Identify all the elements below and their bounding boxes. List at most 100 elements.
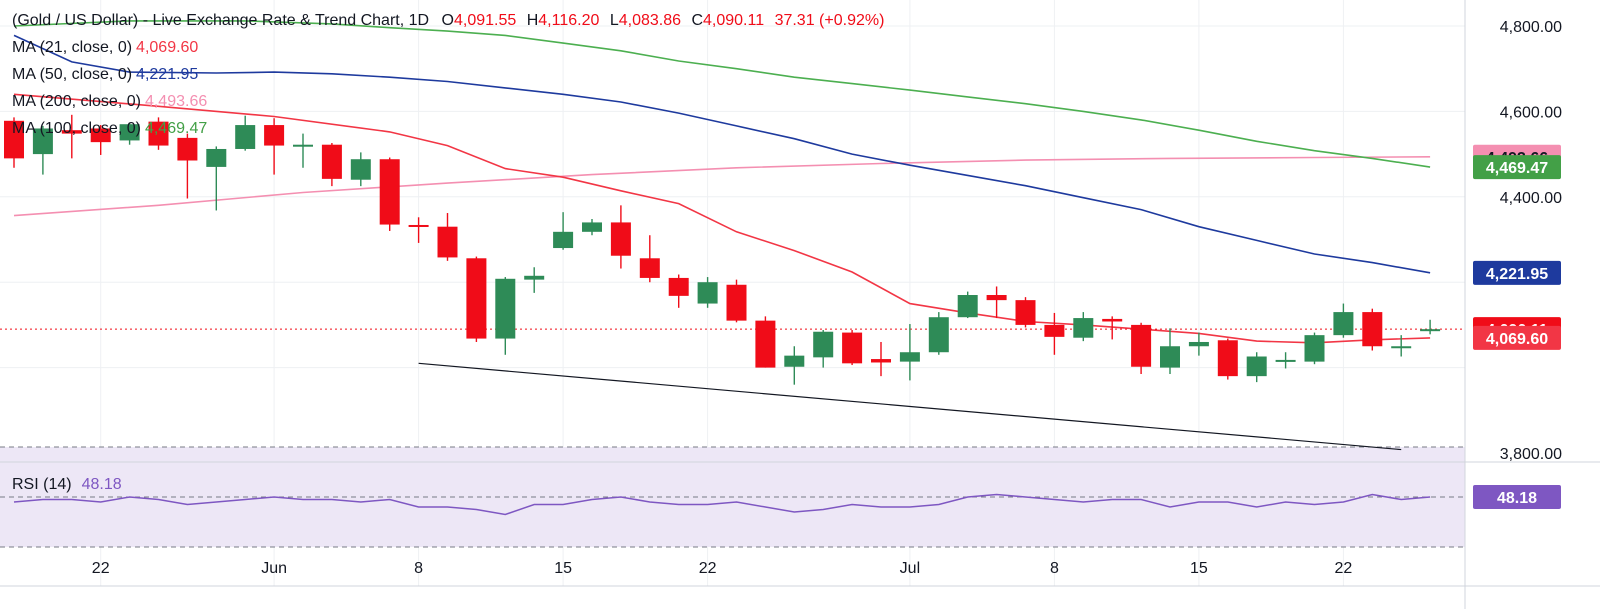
candle-body <box>264 125 285 146</box>
candle-body <box>4 120 24 159</box>
ma100-value: 4,469.47 <box>144 120 208 137</box>
ma21-value: 4,069.60 <box>136 39 199 56</box>
legend-ma200[interactable]: MA (200, close, 0) 4,493.66 <box>12 93 207 111</box>
candle-body <box>90 128 111 143</box>
candle-body <box>235 125 256 149</box>
price-badge-label: 4,069.60 <box>1486 331 1548 348</box>
date-tick-label: Jun <box>261 560 287 577</box>
price-tick-label: 4,600.00 <box>1500 104 1562 121</box>
price-tick-label: 3,800.00 <box>1500 446 1562 463</box>
candle-body <box>1304 335 1325 362</box>
candle-body <box>379 159 400 225</box>
close-value: 4,090.11 <box>703 12 765 29</box>
candle-body <box>1160 346 1180 368</box>
candle-body <box>321 144 342 179</box>
candle-body <box>61 130 82 134</box>
date-tick-label: 15 <box>554 560 572 577</box>
rsi-line <box>13 493 1431 516</box>
legend-ma50[interactable]: MA (50, close, 0) 4,221.95 <box>12 66 198 84</box>
candle-body <box>1362 312 1383 347</box>
date-tick-label: 8 <box>1050 560 1059 577</box>
candle-body <box>1246 356 1267 377</box>
price-badge-label: 4,221.95 <box>1486 266 1548 283</box>
candle-body <box>842 332 863 364</box>
open-value: 4,091.55 <box>453 12 517 29</box>
date-tick-label: Jul <box>900 560 920 577</box>
candle-body <box>1073 318 1094 338</box>
ma21-line <box>13 93 1431 344</box>
candle-body <box>206 148 227 167</box>
candle-body <box>813 331 834 358</box>
ma200-label: MA (200, close, 0) <box>12 93 141 110</box>
rsi-label: RSI (14) <box>12 476 72 493</box>
high-label: H <box>526 12 539 29</box>
support-trendline <box>418 362 1402 451</box>
candle-body <box>726 284 747 321</box>
candle-body <box>437 226 458 258</box>
price-badge <box>1473 325 1561 350</box>
candle-body <box>1044 324 1065 337</box>
candle-body <box>408 224 429 227</box>
legend-ma100[interactable]: MA (100, close, 0) 4,469.47 <box>12 120 207 138</box>
rsi-band <box>0 446 1465 548</box>
candle-body <box>899 352 920 362</box>
candles <box>4 114 1441 385</box>
price-badge <box>1473 260 1561 285</box>
candle-body <box>1131 324 1152 367</box>
date-tick-label: 15 <box>1190 560 1208 577</box>
candle-body <box>639 258 660 278</box>
ma200-line <box>13 156 1431 217</box>
chart-header: (Gold / US Dollar) - Live Exchange Rate … <box>12 12 884 30</box>
ma50-line <box>13 34 1431 274</box>
candle-body <box>957 295 978 318</box>
rsi-badge-label: 48.18 <box>1497 490 1537 507</box>
change-value: 37.31 (+0.92%) <box>774 12 885 29</box>
legend-rsi[interactable]: RSI (14) 48.18 <box>12 476 122 494</box>
candle-body <box>582 222 602 232</box>
candle-body <box>466 258 487 339</box>
date-tick-label: 22 <box>92 560 110 577</box>
candle-body <box>148 121 169 146</box>
open-label: O <box>441 12 454 29</box>
candle-body <box>1391 346 1412 349</box>
price-tick-label: 4,800.00 <box>1500 19 1562 36</box>
candle-body <box>495 278 516 339</box>
low-label: L <box>609 12 619 29</box>
candle-body <box>668 277 689 296</box>
moving-averages <box>0 20 1465 344</box>
candle-body <box>1015 300 1036 325</box>
candle-body <box>610 222 631 256</box>
candle-body <box>697 282 718 304</box>
low-value: 4,083.86 <box>618 12 681 29</box>
ma100-label: MA (100, close, 0) <box>12 120 141 137</box>
candle-body <box>986 295 1007 301</box>
date-tick-label: 22 <box>699 560 717 577</box>
high-value: 4,116.20 <box>538 12 600 29</box>
candle-body <box>524 275 545 280</box>
candle-body <box>928 317 949 353</box>
candle-body <box>1420 329 1441 332</box>
rsi-line-layer <box>13 493 1431 516</box>
ma50-label: MA (50, close, 0) <box>12 66 133 83</box>
price-badges: 4,493.664,469.474,221.954,090.114,069.60… <box>1473 144 1561 509</box>
trendline-layer <box>418 362 1402 451</box>
close-label: C <box>691 12 704 29</box>
candle-body <box>1188 341 1209 347</box>
candle-body <box>32 128 53 155</box>
rsi-value: 48.18 <box>81 476 122 493</box>
price-badge-label: 4,469.47 <box>1486 160 1548 177</box>
candle-body <box>784 355 805 367</box>
ma100-line <box>13 20 1431 168</box>
legend-ma21[interactable]: MA (21, close, 0) 4,069.60 <box>12 39 198 57</box>
candle-body <box>177 137 198 161</box>
candle-body <box>1217 340 1238 377</box>
ma50-value: 4,221.95 <box>136 66 199 83</box>
candle-body <box>755 320 776 368</box>
candle-body <box>871 359 891 363</box>
date-tick-label: 8 <box>414 560 423 577</box>
price-tick-label: 4,400.00 <box>1500 190 1562 207</box>
chart-title: (Gold / US Dollar) - Live Exchange Rate … <box>12 12 430 29</box>
candle-body <box>1333 312 1354 336</box>
